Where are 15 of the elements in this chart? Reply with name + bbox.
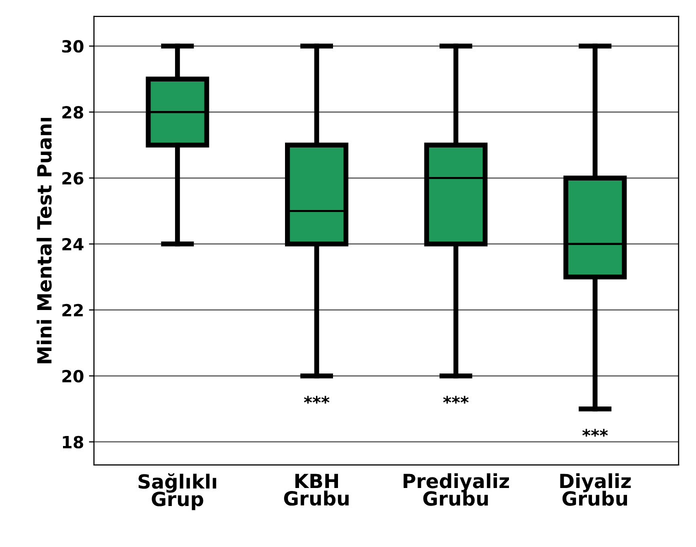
x-tick-label: Sağlıklı Grup [138,473,216,510]
y-axis-title: Mini Mental Test Puanı [36,118,52,364]
y-tick-label: 24 [62,238,84,250]
y-tick-label: 22 [62,304,83,316]
y-tick-label: 18 [62,436,84,448]
x-tick-label: KBH Grubu [284,474,349,506]
y-tick-label: 26 [62,172,84,185]
x-tick-label: Prediyaliz Grubu [404,473,509,506]
annotation: *** [304,396,330,404]
y-tick-label: 30 [62,40,84,53]
annotation: *** [582,428,608,437]
annotation: *** [443,396,469,404]
x-tick-label: Diyaliz Grubu [560,473,631,506]
y-tick-label: 28 [62,106,84,119]
y-tick-label: 20 [62,370,84,382]
